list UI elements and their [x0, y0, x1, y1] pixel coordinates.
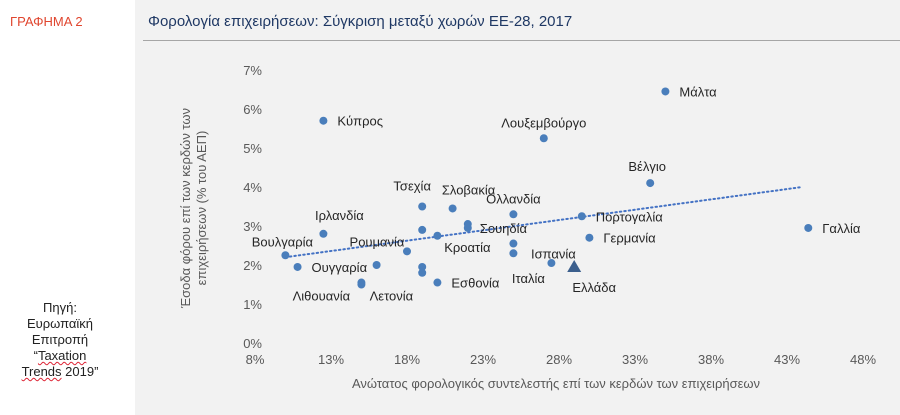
- point-label: Λιθουανία: [293, 289, 351, 304]
- point-label: Ιρλανδία: [315, 208, 364, 223]
- data-point: [357, 280, 366, 289]
- x-tick-label: 18%: [394, 352, 420, 367]
- x-tick-label: 38%: [698, 352, 724, 367]
- chart-panel: [135, 0, 900, 415]
- y-tick-label: 4%: [243, 180, 262, 195]
- point-labels: Μάλτα Κύπρος Λουξεμβούργο Βέλγιο Τσεχία Σλοβα…: [252, 84, 861, 303]
- y-tick-label: 2%: [243, 258, 262, 273]
- point-label: Λουξεμβούργο: [501, 115, 586, 130]
- y-tick-label: 5%: [243, 141, 262, 156]
- y-tick-label: 3%: [243, 219, 262, 234]
- data-point: [804, 223, 813, 232]
- y-tick-label: 1%: [243, 297, 262, 312]
- data-point: [372, 261, 381, 269]
- x-tick-label: 48%: [850, 352, 876, 367]
- data-point: [547, 259, 556, 268]
- y-axis-ticks: 0% 1% 2% 3% 4% 5% 6% 7%: [243, 63, 262, 351]
- source-line: “Taxation: [2, 348, 118, 364]
- point-label: Ιταλία: [512, 271, 545, 286]
- data-point: [403, 247, 411, 256]
- point-label: Γερμανία: [603, 231, 656, 246]
- point-label: Ολλανδία: [486, 191, 541, 206]
- chart-title: Φορολογία επιχειρήσεων: Σύγκριση μεταξύ …: [148, 13, 573, 30]
- graph-label: ΓΡΑΦΗΜΑ 2: [10, 14, 83, 29]
- source-line: Πηγή:: [43, 300, 77, 315]
- x-tick-label: 33%: [622, 352, 648, 367]
- source-word: Trends: [21, 364, 62, 379]
- data-point: [281, 251, 290, 260]
- x-tick-label: 8%: [246, 352, 265, 367]
- data-point: [433, 231, 442, 240]
- data-point: [577, 212, 586, 221]
- x-axis-title: Ανώτατος φορολογικός συντελεστής επί των…: [352, 376, 760, 391]
- y-axis-title-line1: Έσοδα φόρου επί των κερδών των: [178, 108, 193, 309]
- point-label: Σουηδία: [480, 221, 528, 236]
- point-label: Πορτογαλία: [596, 209, 663, 224]
- data-point: [509, 239, 518, 248]
- source-word: 2019”: [61, 364, 99, 379]
- data-point: [585, 233, 594, 242]
- highlight-point: [567, 259, 582, 272]
- point-label: Λετονία: [370, 289, 414, 304]
- data-point: [418, 225, 427, 234]
- point-label: Ουγγαρία: [312, 260, 368, 275]
- point-label: Βουλγαρία: [252, 234, 314, 249]
- point-label: Γαλλία: [822, 221, 861, 236]
- data-point: [509, 210, 518, 219]
- x-axis-ticks: 8% 13% 18% 23% 28% 33% 38% 43% 48%: [246, 352, 877, 367]
- data-points: [281, 87, 813, 289]
- point-label: Κροατία: [444, 240, 491, 255]
- trend-line: [284, 186, 804, 259]
- side-column: ΓΡΑΦΗΜΑ 2 Πηγή: Ευρωπαϊκή Επιτροπή “Taxa…: [0, 0, 120, 415]
- y-tick-label: 0%: [243, 336, 262, 351]
- x-tick-label: 28%: [546, 352, 572, 367]
- data-point: [319, 229, 328, 238]
- data-point: [448, 204, 457, 213]
- point-label: Βέλγιο: [628, 159, 666, 174]
- x-tick-label: 13%: [318, 352, 344, 367]
- data-point: [509, 249, 518, 258]
- x-tick-label: 43%: [774, 352, 800, 367]
- point-label: Μάλτα: [679, 84, 717, 99]
- point-label: Ρουμανία: [350, 234, 405, 249]
- y-axis-title-line2: επιχειρήσεων (% του ΑΕΠ): [194, 131, 209, 286]
- point-label: Ισπανία: [531, 246, 576, 261]
- source-note: Πηγή: Ευρωπαϊκή Επιτροπή “Taxation Trend…: [2, 300, 118, 380]
- y-tick-label: 6%: [243, 102, 262, 117]
- source-line: Trends 2019”: [2, 364, 118, 380]
- data-point: [319, 116, 328, 125]
- source-word: Taxation: [37, 348, 87, 363]
- data-point: [661, 87, 670, 96]
- data-point: [433, 278, 442, 287]
- x-tick-label: 23%: [470, 352, 496, 367]
- source-line: Ευρωπαϊκή: [26, 316, 94, 331]
- point-label: Εσθονία: [451, 276, 500, 291]
- y-tick-label: 7%: [243, 63, 262, 78]
- data-point: [293, 262, 302, 271]
- point-label: Τσεχία: [393, 179, 431, 194]
- data-point: [418, 262, 427, 271]
- data-point: [463, 220, 472, 229]
- title-divider: [143, 40, 900, 41]
- data-point: [418, 268, 427, 277]
- source-line: Επιτροπή: [31, 332, 89, 347]
- point-label: Κύπρος: [337, 114, 383, 129]
- source-quote: “: [33, 348, 38, 363]
- data-point: [646, 179, 655, 188]
- data-point: [418, 202, 427, 211]
- point-label: Σλοβακία: [442, 182, 496, 197]
- highlight-label: Ελλάδα: [572, 280, 616, 295]
- data-point: [539, 134, 548, 143]
